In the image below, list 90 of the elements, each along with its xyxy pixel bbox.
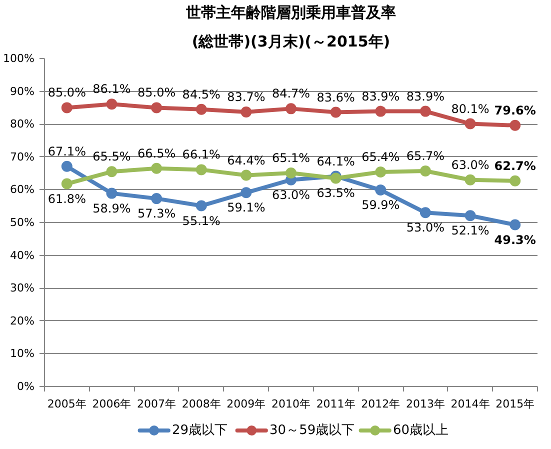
- legend-label: 60歳以上: [393, 423, 449, 438]
- data-label: 53.0%: [406, 220, 445, 235]
- data-label: 62.7%: [494, 158, 536, 173]
- chart-title: 世帯主年齢階層別乗用車普及率: [185, 4, 396, 22]
- data-label: 65.5%: [92, 150, 131, 164]
- point: [106, 98, 118, 110]
- point: [286, 167, 296, 178]
- data-label: 65.7%: [406, 149, 445, 164]
- x-tick-label: 2013年: [406, 398, 445, 410]
- data-label: 59.1%: [227, 200, 266, 215]
- point: [286, 103, 296, 114]
- point: [464, 210, 476, 222]
- point: [510, 219, 521, 230]
- y-tick-label: 50%: [10, 216, 35, 229]
- point: [61, 178, 72, 190]
- data-label: 64.1%: [316, 154, 355, 168]
- data-label: 65.4%: [362, 150, 400, 164]
- legend-label: 30～59歳以下: [270, 423, 355, 438]
- data-label: 84.7%: [272, 86, 310, 101]
- x-tick-label: 2008年: [182, 398, 221, 410]
- data-label: 84.5%: [182, 87, 220, 102]
- point: [240, 106, 252, 118]
- point: [240, 187, 252, 198]
- point: [420, 207, 431, 218]
- y-tick-label: 30%: [10, 282, 35, 295]
- data-label: 55.1%: [182, 214, 220, 228]
- x-tick-label: 2011年: [316, 398, 356, 410]
- y-tick-label: 80%: [10, 118, 35, 131]
- x-tick-label: 2010年: [272, 398, 311, 410]
- data-label: 83.7%: [227, 90, 266, 104]
- point: [196, 104, 207, 115]
- y-tick-label: 10%: [10, 347, 35, 360]
- data-label: 61.8%: [48, 192, 86, 206]
- data-label: 85.0%: [137, 86, 176, 100]
- point: [106, 166, 118, 178]
- point: [464, 174, 476, 186]
- x-tick-label: 2009年: [226, 398, 266, 410]
- y-tick-label: 100%: [3, 52, 35, 65]
- point: [420, 106, 431, 117]
- data-label: 83.6%: [316, 90, 355, 104]
- data-label: 63.0%: [272, 188, 310, 202]
- data-label: 66.1%: [182, 148, 220, 162]
- point: [330, 106, 342, 118]
- x-tick-label: 2015年: [496, 398, 535, 410]
- point: [61, 160, 72, 172]
- point: [375, 106, 386, 117]
- y-tick-label: 60%: [10, 183, 35, 196]
- y-tick-label: 70%: [10, 150, 35, 164]
- x-tick-label: 2005年: [47, 398, 86, 410]
- data-label: 80.1%: [451, 102, 490, 116]
- point: [151, 162, 162, 174]
- data-label: 64.4%: [227, 153, 266, 168]
- data-label: 63.5%: [316, 186, 355, 200]
- point: [375, 184, 386, 196]
- data-label: 52.1%: [451, 224, 490, 238]
- chart-subtitle: (総世帯)(3月末)(～2015年): [192, 32, 390, 50]
- point: [196, 200, 207, 212]
- data-label: 83.9%: [406, 89, 445, 104]
- data-label: 59.9%: [362, 198, 400, 212]
- point: [240, 170, 252, 181]
- data-label: 67.1%: [48, 144, 86, 158]
- data-label: 86.1%: [92, 82, 131, 96]
- x-tick-label: 2012年: [361, 398, 400, 410]
- point: [510, 120, 521, 131]
- data-label: 63.0%: [451, 158, 490, 172]
- point: [510, 175, 521, 186]
- point: [375, 166, 386, 178]
- legend-label: 29歳以下: [172, 423, 228, 438]
- x-tick-label: 2007年: [137, 398, 176, 410]
- data-label: 58.9%: [92, 201, 131, 216]
- y-tick-label: 90%: [10, 84, 35, 98]
- point: [151, 193, 162, 204]
- point: [196, 164, 207, 176]
- x-tick-label: 2014年: [450, 398, 490, 410]
- y-tick-label: 0%: [17, 380, 34, 393]
- y-tick-label: 40%: [10, 248, 35, 262]
- point: [151, 102, 162, 114]
- point: [106, 188, 118, 199]
- point: [464, 118, 476, 130]
- data-label: 57.3%: [137, 206, 176, 221]
- data-label: 83.9%: [362, 89, 400, 104]
- x-tick-label: 2006年: [92, 398, 132, 410]
- data-label: 65.1%: [272, 150, 310, 165]
- y-tick-label: 20%: [10, 314, 35, 328]
- data-label: 79.6%: [494, 103, 536, 118]
- data-label: 49.3%: [494, 232, 536, 247]
- data-label: 85.0%: [48, 86, 86, 100]
- point: [61, 102, 72, 114]
- data-label: 66.5%: [137, 146, 176, 160]
- point: [420, 166, 431, 176]
